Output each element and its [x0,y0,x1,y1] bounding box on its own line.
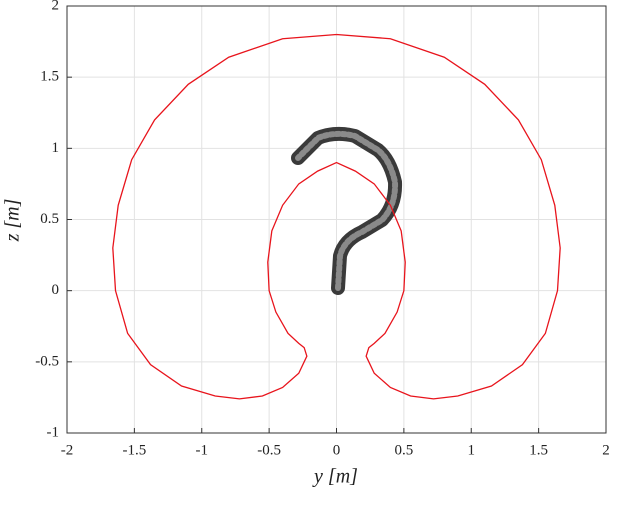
x-tick-label: 1 [468,442,476,458]
lines [112,33,561,400]
y-axis-label: z [m] [2,199,24,243]
x-tick-label: -0.5 [257,442,281,458]
x-axis-label: y [m] [312,466,358,488]
y-tick-label: 0.5 [40,211,59,227]
robot [291,126,403,295]
robot-segments [295,130,399,291]
y-tick-label: 1 [52,140,60,156]
y-tick-label: -1 [47,424,60,440]
data-line [112,33,561,400]
x-tick-label: 2 [602,442,610,458]
x-tick-label: -2 [61,442,74,458]
y-tick-label: 0 [52,282,60,298]
x-tick-label: 1.5 [529,442,548,458]
y-tick-label: 1.5 [40,69,59,85]
x-tick-label: -1.5 [123,442,147,458]
x-tick-label: 0 [333,442,341,458]
x-tick-label: -1 [196,442,209,458]
x-tick-label: 0.5 [395,442,414,458]
y-tick-label: 2 [52,0,60,13]
y-tick-label: -0.5 [35,353,59,369]
